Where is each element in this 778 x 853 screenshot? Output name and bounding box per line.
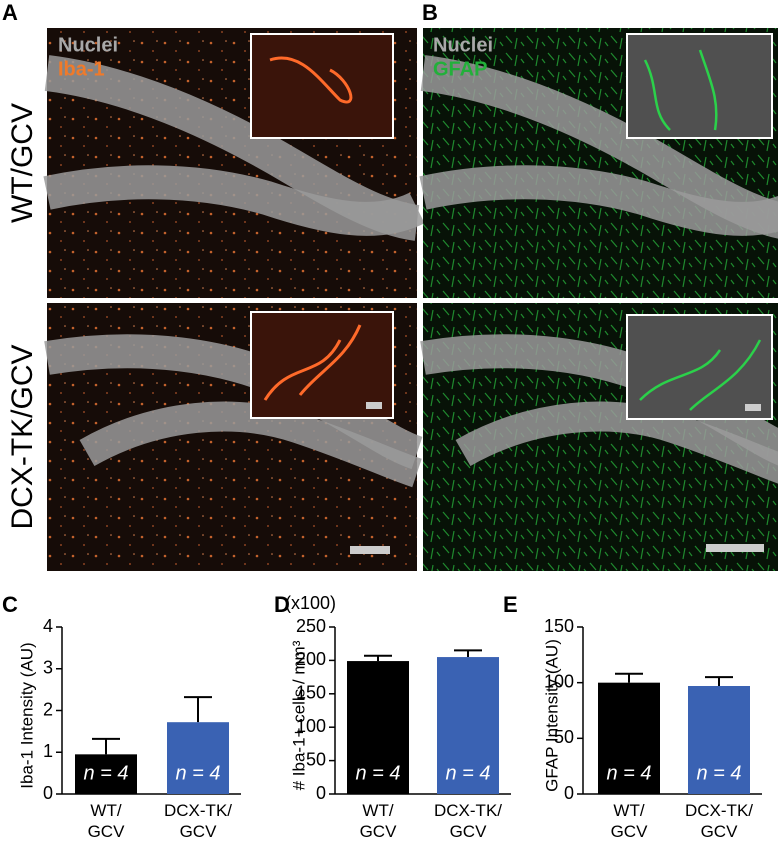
- bar: [437, 657, 499, 794]
- y-tick-label: 50: [554, 727, 574, 747]
- annotation: (x100): [285, 593, 336, 613]
- stain-label: GFAP: [433, 58, 487, 80]
- bar-label: n = 4: [606, 762, 651, 784]
- row-label: DCX-TK/GCV: [6, 344, 39, 529]
- bar: [167, 722, 229, 794]
- y-tick-label: 3: [43, 658, 53, 678]
- bar-label: n = 4: [355, 762, 400, 784]
- y-tick-label: 100: [544, 671, 574, 691]
- panel-label: D: [274, 592, 290, 617]
- y-tick-label: 150: [544, 616, 574, 636]
- y-tick-label: 200: [296, 649, 326, 669]
- panel-label: E: [503, 592, 518, 617]
- y-axis-label: # Iba-1+ cells / mm³: [289, 640, 308, 790]
- bar: [347, 661, 409, 794]
- row-label: WT/GCV: [6, 103, 39, 223]
- panel-label: A: [2, 0, 18, 25]
- bar-label: n = 4: [175, 762, 220, 784]
- x-tick-label: WT/ GCV: [359, 801, 397, 841]
- x-tick-label: DCX-TK/ GCV: [685, 801, 753, 841]
- y-tick-label: 0: [43, 783, 53, 803]
- stain-label: Iba-1: [58, 58, 105, 80]
- y-tick-label: 250: [296, 616, 326, 636]
- y-tick-label: 2: [43, 699, 53, 719]
- micrograph-a-bottom: [47, 303, 417, 571]
- y-tick-label: 1: [43, 741, 53, 761]
- micrograph-b-bottom: [423, 303, 778, 571]
- bar-label: n = 4: [83, 762, 128, 784]
- y-tick-label: 100: [296, 716, 326, 736]
- stain-label: Nuclei: [433, 34, 493, 56]
- bar: [688, 686, 750, 794]
- bar: [598, 682, 660, 794]
- y-axis-label: GFAP Intensity (AU): [542, 639, 561, 792]
- x-tick-label: DCX-TK/ GCV: [164, 801, 232, 841]
- y-axis-label: Iba-1 Intensity (AU): [17, 642, 36, 788]
- x-tick-label: WT/ GCV: [610, 801, 648, 841]
- stain-label: Nuclei: [58, 34, 118, 56]
- y-tick-label: 4: [43, 616, 53, 636]
- y-tick-label: 50: [306, 749, 326, 769]
- micrograph-a-top: [47, 28, 417, 298]
- x-tick-label: WT/ GCV: [87, 801, 125, 841]
- panel-label: C: [2, 592, 18, 617]
- y-tick-label: 0: [316, 783, 326, 803]
- bar: [75, 754, 137, 794]
- y-tick-label: 150: [296, 683, 326, 703]
- bar-label: n = 4: [445, 762, 490, 784]
- bar-label: n = 4: [696, 762, 741, 784]
- micrograph-b-top: [423, 28, 778, 298]
- x-tick-label: DCX-TK/ GCV: [434, 801, 502, 841]
- panel-label: B: [422, 0, 438, 25]
- y-tick-label: 0: [564, 783, 574, 803]
